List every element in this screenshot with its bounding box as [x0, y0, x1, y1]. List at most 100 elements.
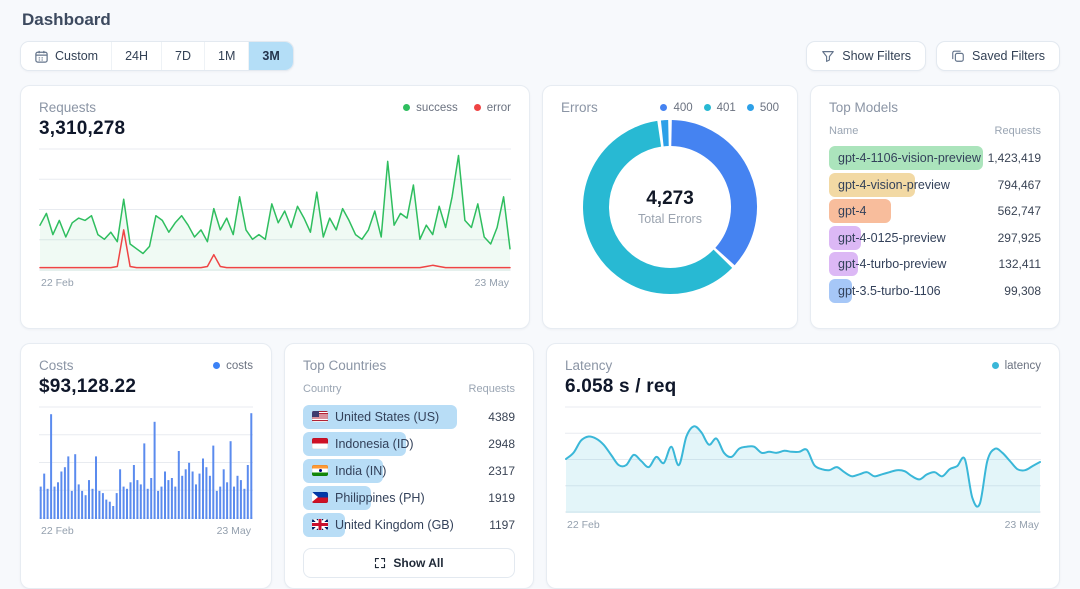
top-countries-header: Country Requests — [303, 383, 515, 395]
model-name: gpt-3.5-turbo-1106 — [838, 283, 941, 298]
status-500-dot-icon — [746, 104, 754, 111]
country-name: Philippines (PH) — [335, 490, 425, 505]
country-name: United Kingdom (GB) — [335, 517, 454, 532]
model-name: gpt-4-0125-preview — [838, 230, 946, 245]
range-tab-label: Custom — [55, 49, 99, 63]
model-name: gpt-4-1106-vision-preview — [838, 151, 981, 166]
legend-item-latency: latency — [991, 360, 1041, 372]
country-row: India (IN) 2317 — [303, 457, 515, 484]
model-row: gpt-3.5-turbo-1106 99,308 — [829, 278, 1041, 305]
show-filters-label: Show Filters — [842, 49, 912, 63]
model-requests: 132,411 — [998, 257, 1042, 272]
country-row: United States (US) 4389 — [303, 403, 515, 430]
latency-area-chart — [565, 404, 1041, 516]
top-models-card: Top Models Name Requests gpt-4-1106-visi… — [810, 85, 1060, 329]
model-bar — [829, 225, 862, 250]
success-dot-icon — [403, 104, 411, 111]
legend-item-401: 401 — [703, 102, 736, 114]
saved-filters-button[interactable]: Saved Filters — [936, 41, 1060, 71]
error-dot-icon — [473, 104, 481, 111]
costs-card-title: Costs — [39, 358, 74, 373]
model-name: gpt-4-vision-preview — [838, 177, 950, 192]
requests-line-chart — [39, 146, 511, 274]
x-axis-start-label: 22 Feb — [567, 519, 600, 531]
model-bar — [829, 146, 983, 171]
errors-card: Errors 400 401 500 — [542, 85, 798, 329]
latency-legend: latency — [991, 360, 1041, 372]
model-bar — [829, 278, 853, 303]
saved-filters-label: Saved Filters — [972, 49, 1045, 63]
costs-card: Costs costs $93,128.22 22 Feb 23 May — [20, 343, 272, 589]
top-countries-card: Top Countries Country Requests United St… — [284, 343, 534, 589]
model-bar — [829, 252, 859, 277]
country-requests: 2317 — [488, 463, 515, 478]
status-401-dot-icon — [703, 104, 711, 111]
latency-card-title: Latency — [565, 358, 613, 373]
model-row: gpt-4-turbo-preview 132,411 — [829, 251, 1041, 278]
x-axis-end-label: 23 May — [1004, 519, 1039, 531]
model-requests: 794,467 — [997, 177, 1041, 192]
country-requests: 1919 — [488, 490, 515, 505]
legend-item-500: 500 — [746, 102, 779, 114]
range-tab-custom[interactable]: Custom — [21, 42, 112, 70]
total-errors-label: Total Errors — [638, 212, 702, 226]
model-row: gpt-4-0125-preview 297,925 — [829, 225, 1041, 252]
country-name: United States (US) — [335, 409, 440, 424]
costs-legend: costs — [213, 360, 253, 372]
model-name: gpt-4-turbo-preview — [838, 257, 947, 272]
column-name: Name — [829, 125, 859, 137]
model-requests: 1,423,419 — [987, 151, 1041, 166]
country-requests: 2948 — [488, 436, 515, 451]
donut-center: 4,273 Total Errors — [582, 119, 758, 295]
country-requests: 4389 — [488, 409, 515, 424]
latency-dot-icon — [991, 362, 999, 369]
country-name: Indonesia (ID) — [335, 436, 414, 451]
costs-bar-chart — [39, 404, 253, 522]
range-tab-7d[interactable]: 7D — [161, 42, 204, 70]
errors-card-title: Errors — [561, 100, 598, 115]
country-row: United Kingdom (GB) 1197 — [303, 511, 515, 538]
show-all-button[interactable]: Show All — [303, 548, 515, 578]
latency-value: 6.058 s / req — [565, 376, 677, 397]
toolbar-right: Show Filters Saved Filters — [806, 41, 1060, 71]
x-axis-start-label: 22 Feb — [41, 277, 74, 289]
costs-total-value: $93,128.22 — [39, 376, 137, 397]
column-country: Country — [303, 383, 342, 395]
ph-flag-icon — [312, 492, 328, 503]
id-flag-icon — [312, 438, 328, 449]
x-axis-end-label: 23 May — [474, 277, 509, 289]
calendar-icon — [34, 49, 49, 64]
country-row: Indonesia (ID) 2948 — [303, 430, 515, 457]
x-axis-end-label: 23 May — [216, 525, 251, 537]
range-tab-1m[interactable]: 1M — [204, 42, 249, 70]
show-filters-button[interactable]: Show Filters — [806, 41, 927, 71]
model-bar — [829, 172, 916, 197]
requests-total-value: 3,310,278 — [39, 118, 126, 139]
costs-x-axis: 22 Feb 23 May — [39, 525, 253, 537]
country-row: Philippines (PH) 1919 — [303, 484, 515, 511]
range-tab-24h[interactable]: 24H — [111, 42, 162, 70]
column-requests: Requests — [994, 125, 1041, 137]
funnel-icon — [821, 49, 835, 63]
latency-x-axis: 22 Feb 23 May — [565, 519, 1041, 531]
errors-legend: 400 401 500 — [660, 102, 779, 114]
requests-card-title: Requests — [39, 100, 97, 115]
legend-item-error: error — [473, 102, 511, 114]
model-row: gpt-4-vision-preview 794,467 — [829, 172, 1041, 199]
model-bar — [829, 199, 891, 224]
in-flag-icon — [312, 465, 328, 476]
donut-svg-container — [582, 119, 758, 295]
model-row: gpt-4-1106-vision-preview 1,423,419 — [829, 145, 1041, 172]
latency-card: Latency latency 6.058 s / req 22 Feb 23 … — [546, 343, 1060, 589]
column-requests: Requests — [468, 383, 515, 395]
legend-item-costs: costs — [213, 360, 253, 372]
top-countries-title: Top Countries — [303, 358, 387, 373]
errors-donut-chart: 4,273 Total Errors — [582, 119, 758, 295]
expand-icon — [374, 557, 386, 569]
country-requests: 1197 — [489, 517, 515, 532]
model-name: gpt-4 — [838, 204, 867, 219]
costs-dot-icon — [213, 362, 221, 369]
x-axis-start-label: 22 Feb — [41, 525, 74, 537]
range-tab-3m[interactable]: 3M — [248, 42, 293, 70]
model-requests: 562,747 — [997, 204, 1041, 219]
